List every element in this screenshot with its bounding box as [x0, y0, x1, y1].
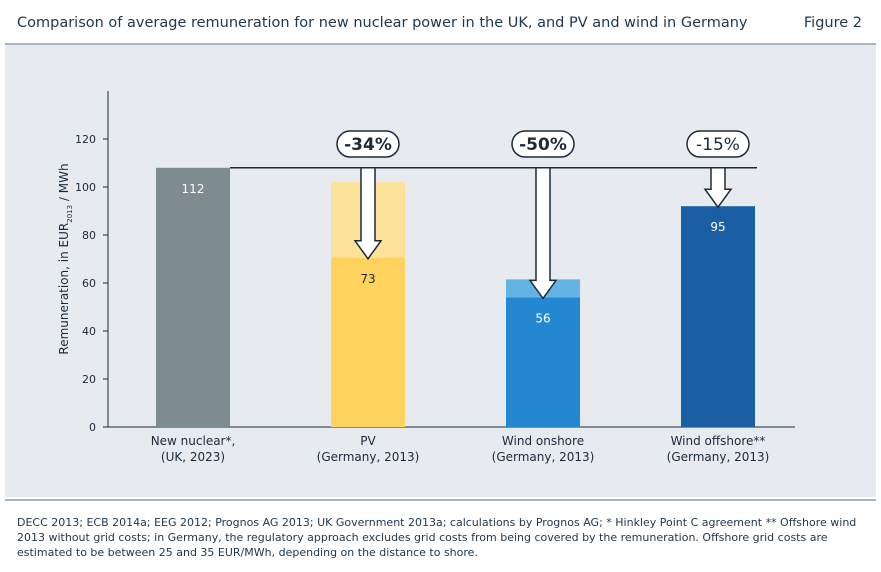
reduction-badge	[336, 130, 400, 158]
source-footnote: DECC 2013; ECB 2014a; EEG 2012; Prognos …	[17, 516, 857, 559]
category-label-line2: (Germany, 2013)	[667, 450, 770, 464]
reduction-label: -15%	[696, 135, 740, 155]
category-label-line2: (UK, 2023)	[161, 450, 225, 464]
y-axis-title: Remuneration, in EUR2013 / MWh	[57, 163, 74, 354]
category-label-line1: PV	[360, 434, 376, 448]
bar	[331, 257, 405, 427]
reduction-badge	[511, 130, 575, 158]
reduction-label: -34%	[344, 135, 392, 155]
reduction-arrow	[528, 167, 558, 300]
value-label: 112	[182, 182, 205, 196]
reduction-arrow	[703, 167, 733, 209]
figure-label: Figure 2	[803, 15, 862, 31]
y-tick-label: 120	[75, 133, 96, 146]
y-tick-label: 60	[82, 277, 96, 290]
category-label-line2: (Germany, 2013)	[317, 450, 420, 464]
value-label: 95	[710, 220, 725, 234]
category-label-line2: (Germany, 2013)	[492, 450, 595, 464]
y-tick-label: 80	[82, 229, 96, 242]
chart-area: 0 20 40 60 80 100 120 Remuneration, in EUR2013 …	[5, 45, 876, 497]
value-label: 56	[535, 311, 550, 325]
reduction-badge	[686, 130, 750, 158]
figure-footer: DECC 2013; ECB 2014a; EEG 2012; Prognos …	[5, 499, 876, 569]
bar	[156, 167, 230, 428]
reduction-label: -50%	[519, 135, 567, 155]
bar	[681, 206, 755, 427]
category-label-line1: Wind offshore**	[671, 434, 766, 448]
y-tick-label: 40	[82, 325, 96, 338]
reduction-arrow	[353, 167, 383, 261]
value-label: 73	[360, 272, 375, 286]
bar-chart: 0 20 40 60 80 100 120 Remuneration, in EUR2013 …	[57, 91, 795, 464]
category-label-line1: Wind onshore	[502, 434, 584, 448]
figure-header: Comparison of average remuneration for n…	[5, 5, 876, 45]
y-tick-label: 20	[82, 373, 96, 386]
chart-title: Comparison of average remuneration for n…	[17, 15, 748, 31]
category-label-line1: New nuclear*,	[151, 434, 236, 448]
y-tick-label: 0	[89, 421, 96, 434]
y-tick-label: 100	[75, 181, 96, 194]
bar	[506, 297, 580, 427]
